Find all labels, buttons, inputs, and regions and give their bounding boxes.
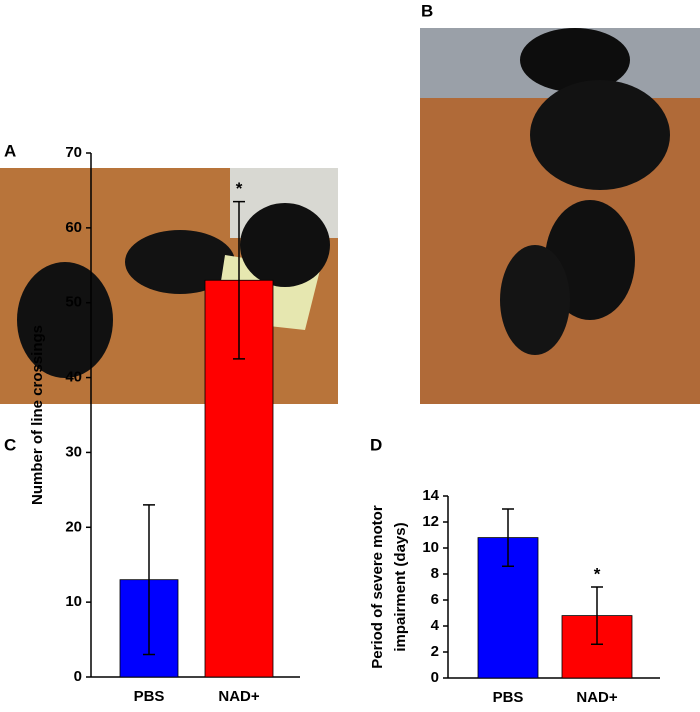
- y-tick-label: 0: [431, 669, 439, 686]
- y-axis-label: Period of severe motor: [369, 505, 386, 669]
- y-tick-label: 60: [65, 219, 82, 236]
- y-axis-label: Number of line crossings: [29, 325, 46, 505]
- y-tick-label: 70: [65, 144, 82, 161]
- y-tick-label: 12: [422, 513, 439, 530]
- y-tick-label: 6: [431, 591, 439, 608]
- y-tick-label: 20: [65, 518, 82, 535]
- y-tick-label: 50: [65, 294, 82, 311]
- y-tick-label: 4: [431, 617, 440, 634]
- chart: 0 2 4 6 8 10 12 14 Period of severe motor impairm…: [369, 487, 660, 706]
- y-tick-label: 40: [65, 369, 82, 386]
- y-tick-label: 0: [74, 668, 82, 685]
- panel-label: B: [421, 1, 433, 20]
- x-tick-label: PBS: [134, 688, 165, 705]
- y-axis-label: impairment (days): [392, 522, 409, 651]
- y-tick-label: 2: [431, 643, 439, 660]
- error-bar: [143, 504, 155, 656]
- error-bar: [502, 508, 514, 567]
- x-tick-label: NAD+: [576, 689, 617, 706]
- annotation: *: [594, 564, 601, 583]
- x-tick-label: PBS: [493, 689, 524, 706]
- error-bar: [233, 200, 245, 360]
- y-tick-label: 10: [65, 593, 82, 610]
- panel-label: D: [370, 435, 382, 454]
- panel-label: A: [4, 141, 16, 160]
- annotation: *: [236, 179, 243, 198]
- photo-a: [0, 168, 338, 404]
- y-tick-label: 30: [65, 443, 82, 460]
- y-tick-label: 8: [431, 565, 439, 582]
- error-bar: [591, 586, 603, 645]
- photo-b: [420, 28, 700, 404]
- chart: 0 10 20 30 40 50 60 70 Number of line crossings P…: [29, 144, 300, 705]
- y-tick-label: 10: [422, 539, 439, 556]
- x-tick-label: NAD+: [218, 688, 259, 705]
- y-tick-label: 14: [422, 487, 439, 504]
- panel-label: C: [4, 435, 16, 454]
